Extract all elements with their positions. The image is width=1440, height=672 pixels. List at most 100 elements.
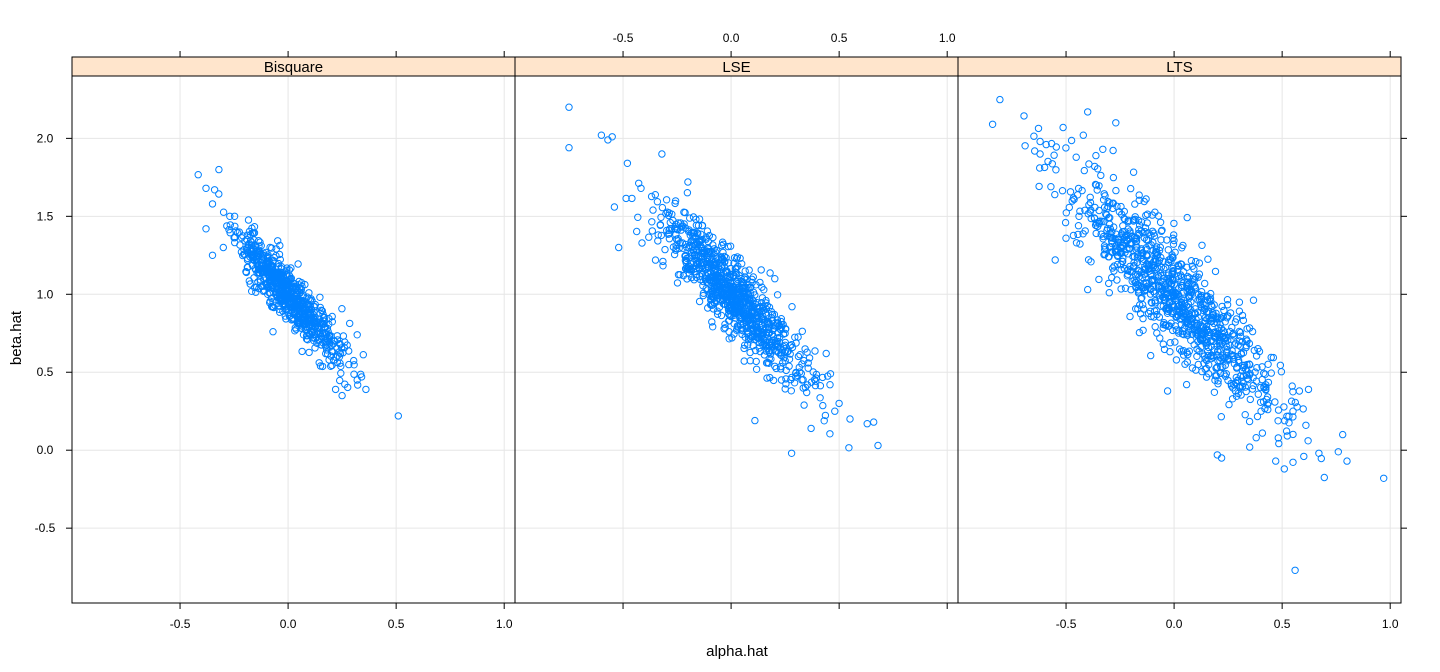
data-point xyxy=(1171,338,1179,346)
data-point xyxy=(1201,305,1209,313)
data-point xyxy=(741,273,749,281)
data-point xyxy=(758,294,767,302)
data-point xyxy=(1250,346,1259,355)
data-point xyxy=(1285,419,1293,427)
data-point xyxy=(325,314,333,323)
data-point xyxy=(1183,358,1192,366)
data-point xyxy=(765,338,774,347)
data-point xyxy=(658,150,666,158)
data-point xyxy=(1193,323,1201,331)
data-point xyxy=(287,264,295,272)
data-point xyxy=(1095,218,1103,226)
data-point xyxy=(1131,200,1139,208)
data-point xyxy=(231,222,239,231)
data-point xyxy=(638,239,646,247)
data-point xyxy=(661,245,669,254)
data-point xyxy=(1181,324,1189,332)
data-point xyxy=(709,233,717,242)
data-point xyxy=(740,344,748,353)
data-point xyxy=(1245,417,1254,426)
data-point xyxy=(1126,262,1134,271)
x-tick-label: 1.0 xyxy=(496,617,513,631)
data-point xyxy=(1220,370,1228,378)
data-point xyxy=(706,301,715,309)
data-point xyxy=(1117,285,1125,293)
data-point xyxy=(1169,234,1177,243)
data-point xyxy=(344,383,352,392)
data-point xyxy=(1232,392,1241,400)
data-point xyxy=(730,254,739,262)
data-point xyxy=(704,263,712,271)
data-point xyxy=(812,377,820,385)
x-tick-label: 0.5 xyxy=(1274,617,1291,631)
data-point xyxy=(1062,144,1070,152)
data-point xyxy=(768,310,776,319)
data-point xyxy=(803,388,811,397)
data-point xyxy=(1181,360,1189,368)
data-point xyxy=(1141,228,1149,236)
data-point xyxy=(772,364,780,373)
data-point xyxy=(1264,360,1272,368)
data-point xyxy=(822,349,830,358)
data-point xyxy=(634,213,642,222)
data-point xyxy=(1203,356,1211,365)
data-point xyxy=(1105,289,1114,297)
data-point xyxy=(1169,326,1177,335)
data-point xyxy=(760,340,769,348)
data-point xyxy=(812,374,820,382)
data-point xyxy=(671,197,680,205)
data-point xyxy=(1233,376,1242,384)
data-point xyxy=(1182,380,1191,389)
data-point xyxy=(289,314,297,322)
data-point xyxy=(1042,140,1050,149)
data-point xyxy=(703,227,712,235)
data-point xyxy=(1142,211,1150,220)
data-point xyxy=(253,269,261,277)
data-point xyxy=(684,178,692,186)
data-point xyxy=(707,273,715,281)
data-point xyxy=(1289,430,1297,439)
data-point xyxy=(787,449,796,457)
data-point xyxy=(1291,398,1300,407)
x-tick-label: 0.0 xyxy=(723,31,740,45)
data-point xyxy=(215,165,223,174)
data-point xyxy=(1280,403,1288,411)
data-point xyxy=(1253,412,1262,421)
data-point xyxy=(1274,406,1283,414)
data-point xyxy=(249,253,258,262)
data-point xyxy=(753,312,761,320)
data-point xyxy=(748,278,756,287)
data-point xyxy=(1133,258,1142,267)
data-point xyxy=(1223,301,1232,309)
data-point xyxy=(1272,457,1280,465)
data-point xyxy=(251,257,259,265)
data-point xyxy=(1143,219,1151,227)
data-point xyxy=(771,347,780,355)
data-point xyxy=(1222,349,1231,357)
data-point xyxy=(1079,131,1088,139)
data-point xyxy=(1274,434,1283,442)
data-point xyxy=(796,351,804,359)
data-point xyxy=(1134,305,1142,313)
data-point xyxy=(713,310,722,318)
data-point xyxy=(826,370,835,378)
data-point xyxy=(337,369,345,377)
data-point xyxy=(674,235,682,243)
data-point xyxy=(294,295,302,304)
data-point xyxy=(319,339,327,347)
data-point xyxy=(336,359,344,367)
data-point xyxy=(1211,267,1220,276)
y-tick-label: 0.5 xyxy=(37,365,54,379)
data-point xyxy=(1178,244,1186,252)
data-point xyxy=(1289,413,1297,421)
data-point xyxy=(1169,264,1177,273)
data-point xyxy=(353,331,361,339)
data-point xyxy=(1178,330,1187,338)
data-point xyxy=(1258,429,1267,437)
data-point xyxy=(1106,229,1114,238)
data-point xyxy=(648,227,656,235)
data-point xyxy=(846,415,854,423)
data-point xyxy=(610,203,619,211)
data-point xyxy=(1207,289,1215,298)
data-point xyxy=(717,311,726,320)
